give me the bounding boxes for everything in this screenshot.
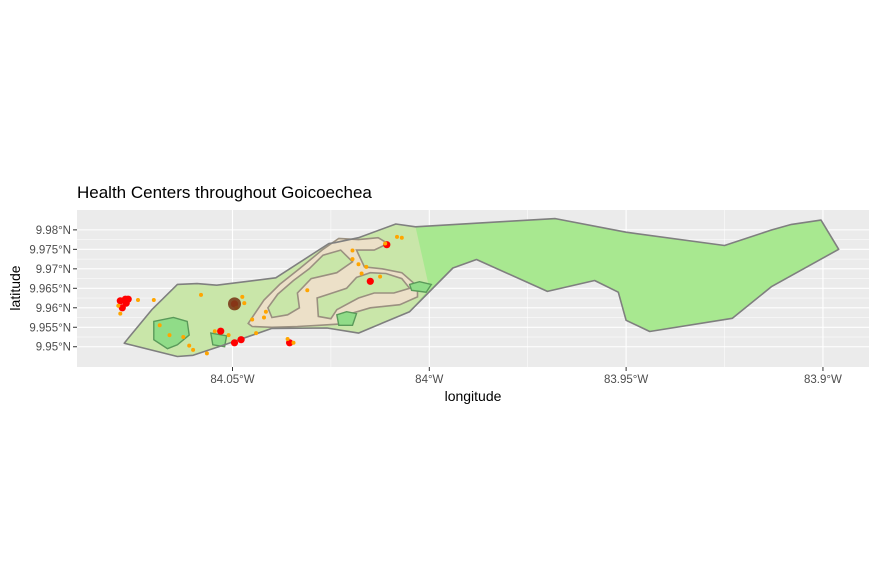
- health-post-point: [399, 235, 404, 240]
- health-post-point: [204, 351, 209, 356]
- health-post-point: [263, 309, 268, 314]
- health-center-point: [366, 277, 374, 285]
- x-axis: 84.05°W 84°W 83.95°W 83.9°W: [210, 367, 842, 386]
- y-tick-label: 9.965°N: [29, 283, 71, 295]
- health-center-point: [122, 299, 130, 307]
- x-tick-label: 83.9°W: [804, 374, 842, 386]
- green-pocket: [153, 316, 190, 350]
- y-tick-label: 9.96°N: [36, 303, 71, 315]
- health-post-point: [226, 333, 231, 338]
- map-regions: [123, 217, 840, 358]
- health-post-point: [212, 329, 217, 334]
- y-axis: 9.95°N 9.955°N 9.96°N 9.965°N 9.97°N 9.975°N 9…: [29, 225, 77, 354]
- green-pocket: [335, 310, 358, 326]
- health-post-point: [136, 298, 140, 302]
- health-post-point: [364, 264, 369, 269]
- health-center-point: [217, 327, 225, 335]
- health-center-point: [230, 339, 239, 347]
- health-post-point: [242, 301, 247, 306]
- y-tick-label: 9.97°N: [36, 264, 71, 276]
- y-tick-label: 9.98°N: [36, 225, 71, 237]
- y-axis-title: latitude: [7, 265, 23, 310]
- green-pocket: [209, 332, 228, 348]
- health-post-point: [305, 288, 310, 293]
- health-post-point: [199, 292, 203, 297]
- health-post-point: [116, 303, 121, 308]
- health-post-point: [285, 337, 290, 341]
- health-center-point: [237, 336, 245, 344]
- health-post-point: [181, 335, 186, 339]
- x-axis-title: longitude: [445, 388, 502, 404]
- health-post-point: [350, 257, 355, 262]
- health-post-point: [359, 271, 364, 276]
- health-post-point: [151, 298, 156, 302]
- x-tick-label: 84.05°W: [210, 374, 254, 386]
- health-center-point: [286, 339, 294, 347]
- health-post-point: [167, 333, 172, 338]
- health-post-point: [350, 248, 355, 253]
- health-post-point: [383, 241, 388, 246]
- health-post-point: [262, 315, 266, 320]
- health-post-point: [250, 317, 255, 322]
- health-post-point: [118, 311, 123, 316]
- y-tick-label: 9.95°N: [36, 342, 71, 354]
- health-post-point: [157, 323, 162, 328]
- district-outline: [123, 217, 840, 358]
- health-post-point: [254, 331, 259, 336]
- health-center-points: [116, 234, 404, 356]
- green-pocket: [408, 280, 433, 293]
- health-post-point: [356, 262, 361, 267]
- health-post-point: [191, 347, 196, 352]
- health-post-point: [291, 340, 296, 345]
- chart-title: Health Centers throughout Goicoechea: [77, 183, 372, 202]
- health-post-point: [240, 294, 245, 299]
- x-tick-label: 84°W: [415, 374, 443, 386]
- health-post-point: [378, 274, 383, 279]
- health-post-point: [395, 234, 399, 239]
- y-tick-label: 9.975°N: [29, 244, 71, 256]
- health-post-point: [187, 343, 192, 348]
- urban-zone: [247, 236, 419, 329]
- x-tick-label: 83.95°W: [604, 374, 648, 386]
- hospital-point: [228, 297, 241, 311]
- y-tick-label: 9.955°N: [29, 322, 71, 334]
